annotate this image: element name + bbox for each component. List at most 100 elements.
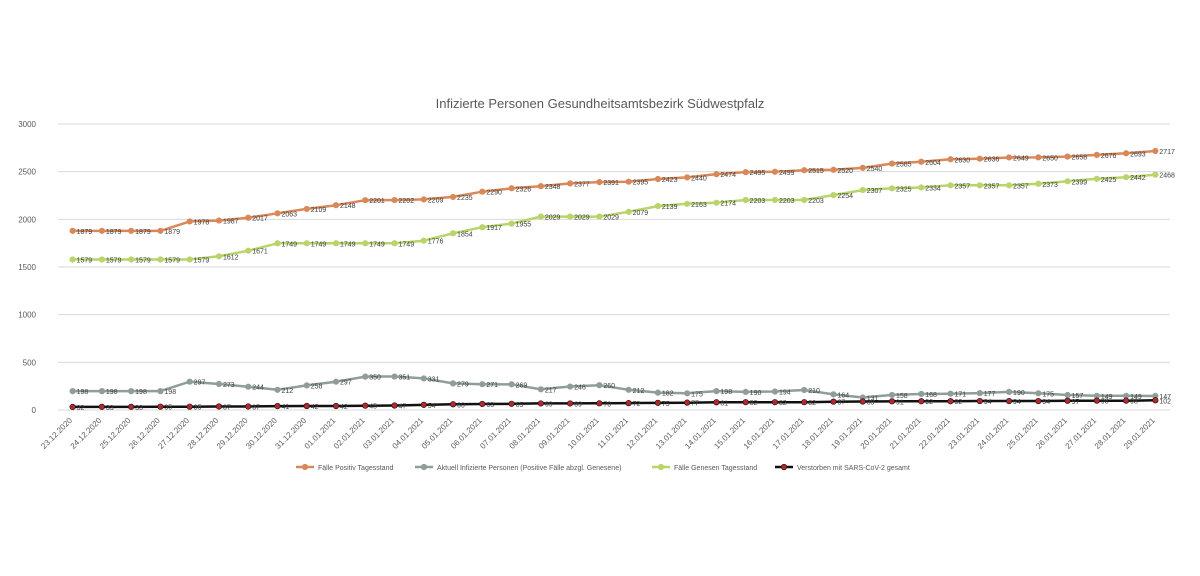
data-point: [1152, 147, 1159, 155]
data-label: 33: [135, 405, 143, 412]
data-point: [830, 398, 837, 405]
data-label: 351: [399, 375, 411, 382]
data-label: 2029: [574, 215, 590, 222]
data-label: 2357: [955, 183, 971, 190]
data-point: [567, 180, 574, 187]
data-label: 246: [574, 385, 586, 392]
data-label: 271: [486, 382, 498, 389]
data-point: [215, 253, 223, 260]
data-point: [274, 240, 281, 247]
data-label: 2203: [750, 198, 766, 205]
data-label: 175: [1042, 391, 1054, 398]
data-label: 2717: [1159, 149, 1175, 156]
data-point: [332, 202, 340, 209]
data-label: 2079: [633, 210, 649, 217]
data-point: [274, 210, 281, 217]
data-label: 69: [545, 401, 553, 408]
data-point: [859, 398, 866, 405]
data-label: 47: [399, 404, 407, 411]
data-point: [1093, 175, 1100, 182]
data-point: [420, 401, 427, 408]
data-point: [888, 398, 896, 405]
data-label: 2474: [720, 172, 736, 179]
data-point: [947, 390, 954, 397]
data-label: 75: [662, 401, 670, 408]
data-point: [157, 388, 164, 395]
data-point: [859, 186, 866, 194]
data-label: 37: [252, 404, 260, 411]
data-point: [69, 388, 76, 395]
data-point: [742, 169, 749, 176]
legend: Fälle Positiv Tagesstand Aktuell Infizier…: [296, 463, 910, 472]
data-point: [303, 205, 310, 213]
series: 198 198 198 198 297 273 244 212 258 297 350 351 331 2…: [69, 373, 1171, 403]
legend-label: Aktuell Infizierte Personen (Positive Fä…: [437, 465, 621, 472]
data-label: 2604: [925, 160, 941, 167]
legend-label: Fälle Positiv Tagesstand: [318, 465, 393, 472]
data-label: 94: [1013, 399, 1021, 406]
data-label: 2174: [720, 201, 736, 208]
data-label: 2495: [750, 170, 766, 177]
data-point: [567, 400, 574, 407]
data-point: [1005, 388, 1013, 395]
data-label: 190: [1013, 390, 1025, 397]
data-label: 2334: [925, 185, 941, 192]
data-point: [215, 380, 223, 388]
data-label: 32: [77, 405, 85, 412]
data-point: [479, 400, 486, 408]
data-point: [449, 401, 457, 408]
data-label: 198: [77, 389, 89, 396]
data-point: [245, 383, 252, 390]
legend-item: Fälle Positiv Tagesstand: [296, 463, 393, 472]
y-tick-label: 1500: [18, 263, 36, 272]
data-point: [128, 388, 135, 395]
data-point: [596, 178, 603, 186]
data-point: [1152, 397, 1159, 404]
data-point: [625, 400, 632, 407]
data-point: [596, 382, 603, 389]
data-point: [976, 182, 983, 189]
data-label: 164: [837, 392, 849, 399]
data-label: 269: [516, 382, 528, 389]
data-point: [742, 388, 749, 395]
data-point: [830, 192, 837, 199]
data-point: [537, 213, 544, 220]
legend-swatch-marker: [780, 463, 788, 471]
data-label: 212: [633, 388, 645, 395]
data-point: [69, 403, 76, 411]
data-label: 1879: [77, 229, 93, 236]
data-label: 2693: [1130, 151, 1146, 158]
data-point: [420, 237, 427, 244]
data-point: [976, 390, 983, 397]
data-point: [479, 381, 486, 388]
legend-swatch-marker: [420, 463, 428, 471]
data-point: [1064, 397, 1071, 404]
data-point: [362, 197, 369, 204]
data-label: 2391: [603, 180, 619, 187]
data-label: 2520: [837, 168, 853, 175]
data-point: [391, 402, 398, 409]
data-point: [186, 378, 193, 385]
data-label: 175: [691, 391, 703, 398]
data-point: [1005, 154, 1013, 161]
series-line: [72, 399, 1156, 409]
data-point: [596, 400, 603, 407]
data-label: 1879: [135, 229, 151, 236]
data-label: 63: [486, 402, 494, 409]
series-line: [72, 375, 1156, 399]
data-label: 2442: [1130, 175, 1146, 182]
data-point: [888, 160, 896, 167]
data-label: 258: [311, 383, 323, 390]
series: 1879 1879 1879 1879 1978 1987 2017 2063 2109 2148…: [69, 147, 1175, 236]
data-point: [537, 183, 544, 190]
data-label: 198: [164, 389, 176, 396]
data-point: [391, 240, 398, 247]
data-point: [508, 400, 515, 407]
data-point: [186, 256, 193, 263]
x-tick-label: 10.01.2021: [566, 416, 601, 451]
data-label: 331: [428, 376, 440, 383]
data-label: 2201: [369, 198, 385, 205]
data-point: [449, 380, 457, 387]
